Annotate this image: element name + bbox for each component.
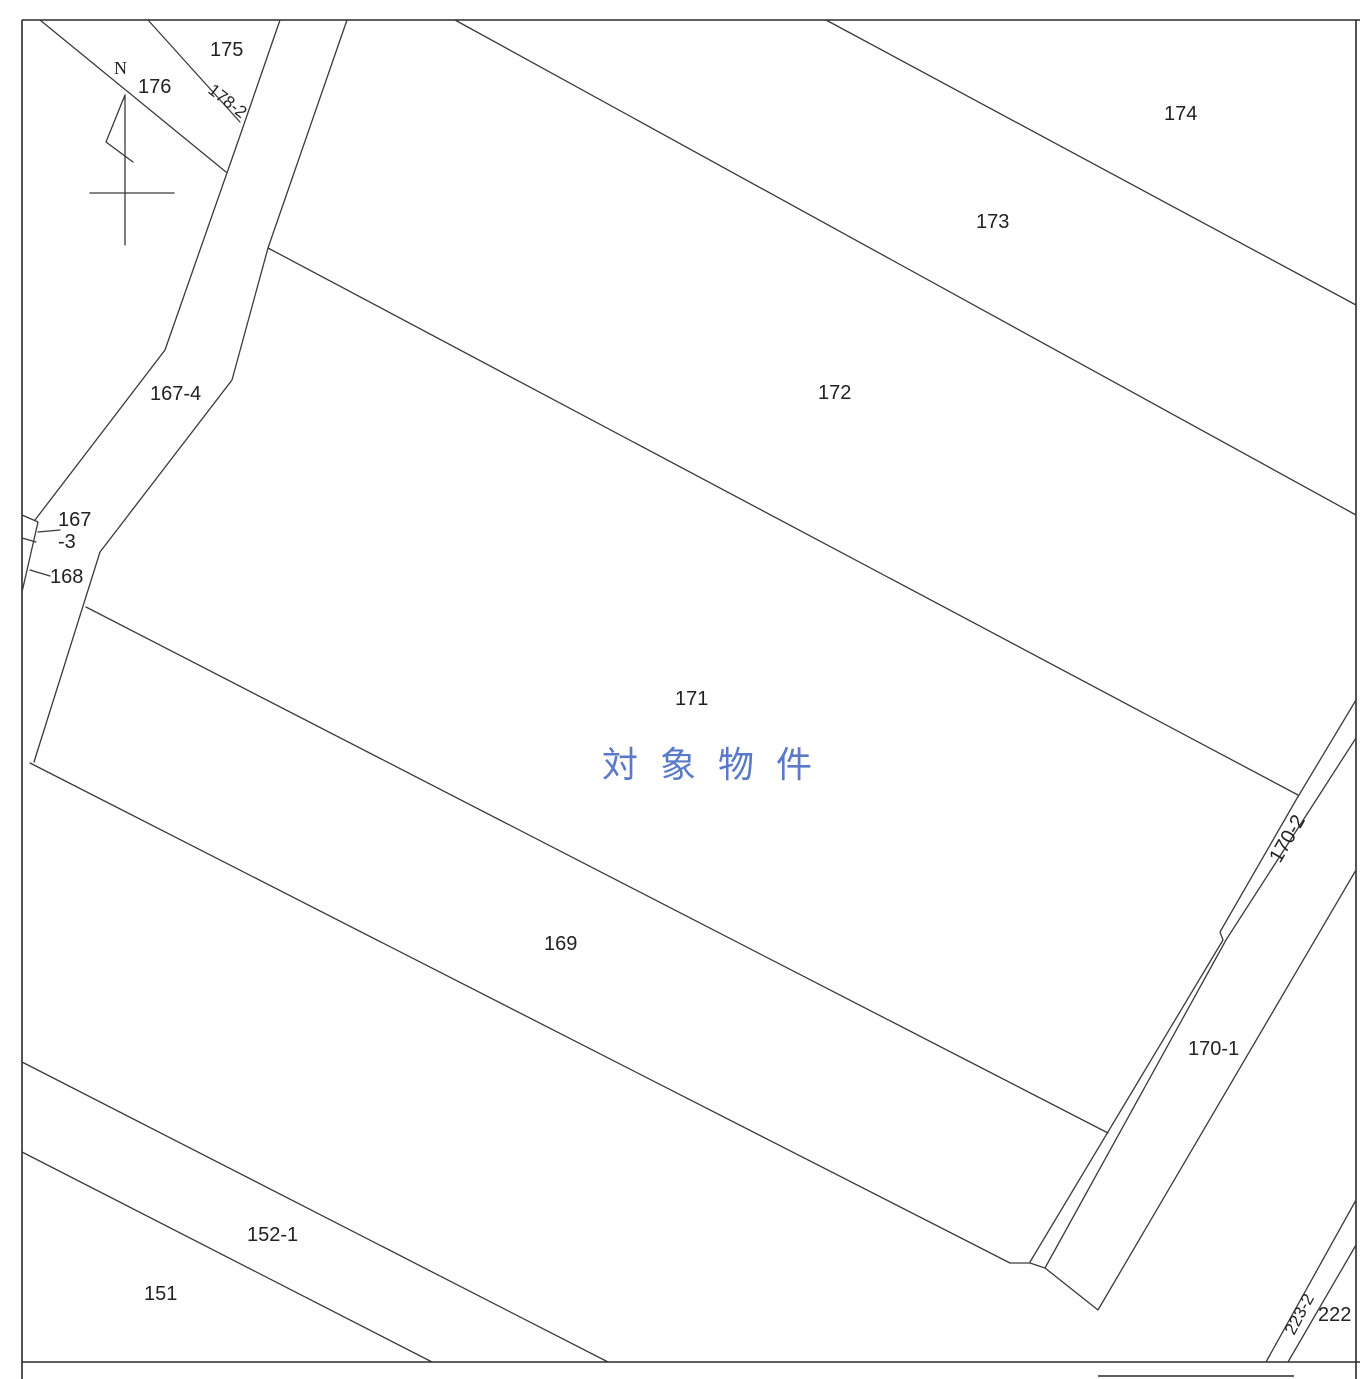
parcel-label-151: 151	[144, 1283, 177, 1305]
parcel-boundaries	[21, 19, 1357, 1363]
road-178-2	[39, 19, 241, 173]
parcel-label-167-3-bottom: -3	[58, 531, 76, 553]
parcel-label-175: 175	[210, 39, 243, 61]
north-arrow-icon	[89, 94, 175, 246]
parcel-label-152-1: 152-1	[247, 1224, 298, 1246]
target-property-label: 対象物件	[602, 745, 834, 786]
north-label: N	[114, 58, 127, 78]
road-167-4	[21, 19, 348, 763]
parcel-label-170-2: 170-2	[1265, 811, 1310, 866]
parcel-label-167-4: 167-4	[150, 383, 201, 405]
parcel-label-173: 173	[976, 211, 1009, 233]
leader-lines	[29, 529, 61, 577]
parcel-label-170-1: 170-1	[1188, 1038, 1239, 1060]
parcel-label-222: 222	[1318, 1304, 1351, 1326]
parcel-label-174: 174	[1164, 103, 1197, 125]
road-170	[1009, 699, 1357, 1363]
parcel-label-171: 171	[675, 688, 708, 710]
parcel-label-167-3-top: 167	[58, 509, 91, 531]
parcel-label-172: 172	[818, 382, 851, 404]
parcel-label-223-2: 223-2	[1281, 1291, 1318, 1338]
parcel-label-176: 176	[138, 76, 171, 98]
parcel-label-168: 168	[50, 566, 83, 588]
parcel-label-178-2: 178-2	[205, 80, 251, 122]
parcel-label-169: 169	[544, 933, 577, 955]
